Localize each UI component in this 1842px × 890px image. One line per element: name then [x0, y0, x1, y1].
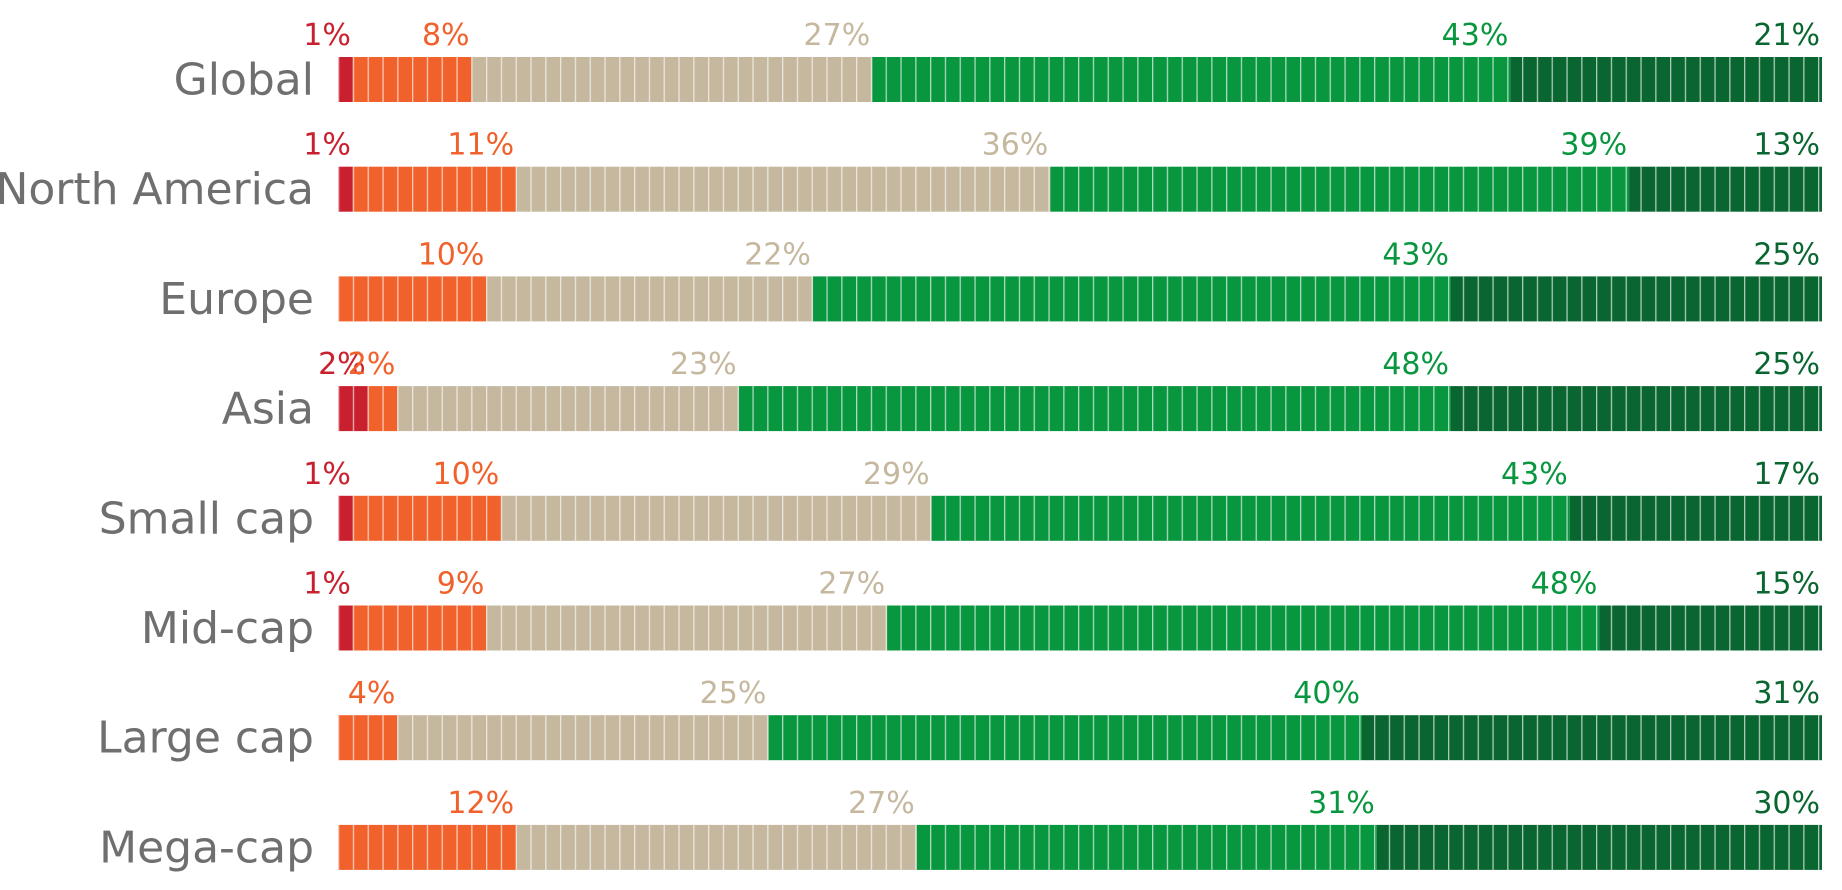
value-label-europe-4: 25%: [1753, 237, 1820, 272]
value-label-north-america-2: 36%: [982, 128, 1049, 163]
category-label-mid-cap: Mid-cap: [141, 603, 314, 654]
value-label-north-america-1: 11%: [447, 128, 514, 163]
value-label-asia-3: 48%: [1382, 347, 1449, 382]
value-label-global-2: 27%: [804, 18, 871, 53]
value-label-small-cap-3: 43%: [1501, 457, 1568, 492]
category-label-small-cap: Small cap: [99, 493, 314, 544]
value-label-mid-cap-2: 27%: [818, 567, 885, 602]
value-label-large-cap-3: 40%: [1293, 676, 1360, 711]
value-label-north-america-4: 13%: [1753, 128, 1820, 163]
bar-stripe-overlay: [338, 166, 1822, 212]
category-label-global: Global: [174, 55, 314, 106]
value-label-asia-4: 25%: [1753, 347, 1820, 382]
value-label-mid-cap-4: 15%: [1753, 567, 1820, 602]
value-label-north-america-3: 39%: [1560, 128, 1627, 163]
value-label-mid-cap-1: 9%: [437, 567, 485, 602]
value-label-asia-0: 2%: [318, 347, 366, 382]
value-label-europe-2: 22%: [744, 237, 811, 272]
value-label-large-cap-1: 4%: [348, 676, 396, 711]
value-label-large-cap-4: 31%: [1753, 676, 1820, 711]
value-label-mega-cap-2: 27%: [848, 786, 915, 821]
value-label-global-1: 8%: [422, 18, 470, 53]
value-label-mid-cap-0: 1%: [303, 567, 351, 602]
bar-stripe-overlay: [338, 276, 1822, 322]
value-label-europe-3: 43%: [1382, 237, 1449, 272]
value-label-global-3: 43%: [1442, 18, 1509, 53]
value-label-global-4: 21%: [1753, 18, 1820, 53]
value-label-mega-cap-3: 31%: [1308, 786, 1375, 821]
category-label-large-cap: Large cap: [97, 713, 314, 764]
value-label-asia-2: 23%: [670, 347, 737, 382]
category-label-north-america: North America: [0, 164, 314, 215]
value-label-mid-cap-3: 48%: [1531, 567, 1598, 602]
value-label-small-cap-1: 10%: [433, 457, 500, 492]
category-label-asia: Asia: [222, 384, 314, 435]
value-label-small-cap-2: 29%: [863, 457, 930, 492]
category-label-mega-cap: Mega-cap: [99, 822, 314, 873]
category-label-europe: Europe: [159, 274, 314, 325]
value-label-north-america-0: 1%: [303, 128, 351, 163]
bar-stripe-overlay: [338, 715, 1822, 761]
value-label-mega-cap-4: 30%: [1753, 786, 1820, 821]
value-label-mega-cap-1: 12%: [447, 786, 514, 821]
bar-stripe-overlay: [338, 57, 1822, 102]
value-label-europe-1: 10%: [418, 237, 485, 272]
value-label-asia-1: 2%: [348, 347, 396, 382]
bar-stripe-overlay: [338, 605, 1822, 651]
value-label-large-cap-2: 25%: [700, 676, 767, 711]
value-label-global-0: 1%: [303, 18, 351, 53]
bar-stripe-overlay: [338, 386, 1822, 432]
bar-stripe-overlay: [338, 824, 1822, 870]
bar-stripe-overlay: [338, 495, 1822, 541]
value-label-small-cap-4: 17%: [1753, 457, 1820, 492]
value-label-small-cap-0: 1%: [303, 457, 351, 492]
